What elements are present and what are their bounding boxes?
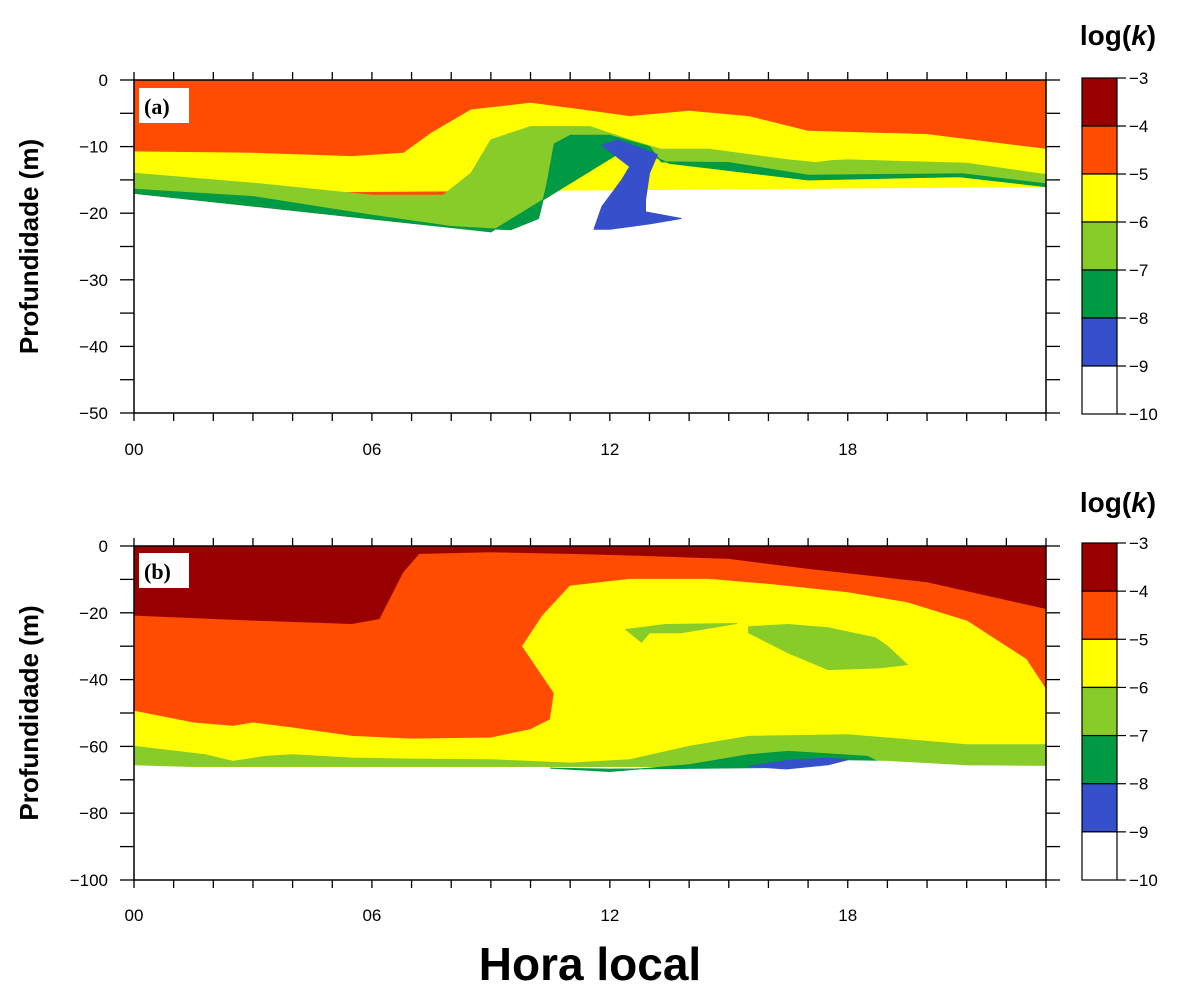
x-tick-label: 00 xyxy=(125,440,144,459)
colorbar-tick-label: −7 xyxy=(1129,261,1148,280)
colorbar-tick-label: −7 xyxy=(1129,727,1148,746)
x-tick-label: 06 xyxy=(362,906,381,925)
contour-region xyxy=(134,760,1046,880)
colorbar-swatch xyxy=(1081,734,1118,785)
colorbar-swatch xyxy=(1081,173,1118,223)
contour-region xyxy=(748,624,908,671)
colorbar-tick-label: −9 xyxy=(1129,357,1148,376)
y-tick-label: 0 xyxy=(99,71,108,90)
colorbar-tick-label: −6 xyxy=(1129,678,1148,697)
colorbar-swatch xyxy=(1081,831,1118,881)
panel-a: 00 06 12 18 0 −10 −20 −30 −40 −50 Profundidade (m)… xyxy=(14,20,1158,459)
colorbar-swatch xyxy=(1081,125,1118,175)
panel-label: (b) xyxy=(144,559,171,584)
y-tick-label: −80 xyxy=(79,804,108,823)
colorbar-swatch xyxy=(1081,77,1118,127)
colorbar-swatch xyxy=(1081,269,1118,319)
colorbar-tick-label: −10 xyxy=(1129,871,1158,890)
colorbar-swatch xyxy=(1081,317,1118,367)
y-axis-title: Profundidade (m) xyxy=(14,605,44,820)
colorbar-tick-label: −9 xyxy=(1129,823,1148,842)
panel-label: (a) xyxy=(144,94,170,119)
y-axis-title: Profundidade (m) xyxy=(14,139,44,354)
colorbar-tick-label: −6 xyxy=(1129,213,1148,232)
colorbar-tick-label: −4 xyxy=(1129,582,1148,601)
contour-fills xyxy=(134,546,1046,880)
x-tick-label: 00 xyxy=(125,906,144,925)
y-tick-label: −40 xyxy=(79,671,108,690)
y-tick-label: 0 xyxy=(99,537,108,556)
colorbar-swatch xyxy=(1081,221,1118,271)
contour-fills xyxy=(134,80,1046,233)
colorbar-swatch xyxy=(1081,686,1118,737)
x-tick-label: 18 xyxy=(838,906,857,925)
colorbar-tick-label: −5 xyxy=(1129,630,1148,649)
contour-region xyxy=(134,134,1046,233)
colorbar-swatch xyxy=(1081,365,1118,415)
colorbar-tick-label: −4 xyxy=(1129,117,1148,136)
colorbar-tick-label: −10 xyxy=(1129,405,1158,424)
contour-region xyxy=(593,139,682,230)
y-tick-label: −100 xyxy=(70,871,108,890)
y-tick-label: −40 xyxy=(79,337,108,356)
x-tick-label: 06 xyxy=(362,440,381,459)
y-tick-label: −50 xyxy=(79,404,108,423)
colorbar-tick-label: −8 xyxy=(1129,775,1148,794)
x-axis-title: Hora local xyxy=(479,938,701,990)
colorbar-swatch xyxy=(1081,542,1118,592)
colorbar-tick-label: −5 xyxy=(1129,165,1148,184)
y-tick-label: −20 xyxy=(79,204,108,223)
y-tick-label: −30 xyxy=(79,271,108,290)
colorbar-tick-label: −3 xyxy=(1129,69,1148,88)
contour-region xyxy=(134,578,1046,767)
colorbar-title: log(k) xyxy=(1080,20,1156,51)
colorbar-swatch xyxy=(1081,638,1118,689)
x-tick-label: 12 xyxy=(600,440,619,459)
x-tick-label: 12 xyxy=(600,906,619,925)
y-tick-label: −20 xyxy=(79,604,108,623)
panel-label-box xyxy=(139,553,189,588)
colorbar-swatch xyxy=(1081,783,1118,833)
colorbar-title: log(k) xyxy=(1080,487,1156,518)
panel-b: 00 06 12 18 0 −20 −40 −60 −80 −100 Profundidade (m… xyxy=(14,487,1158,925)
colorbar-swatch xyxy=(1081,590,1118,640)
panel-label-box xyxy=(139,88,189,123)
y-tick-label: −10 xyxy=(79,138,108,157)
colorbar-tick-label: −8 xyxy=(1129,309,1148,328)
contour-region xyxy=(625,623,738,643)
y-tick-label: −60 xyxy=(79,737,108,756)
colorbar-tick-label: −3 xyxy=(1129,534,1148,553)
x-tick-label: 18 xyxy=(838,440,857,459)
